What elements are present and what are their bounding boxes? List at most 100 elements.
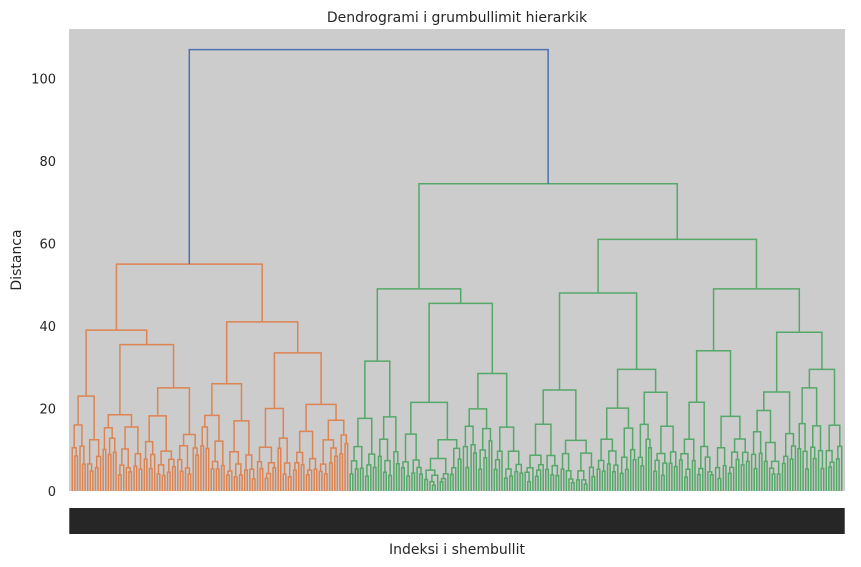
dendrogram-link xyxy=(542,389,577,441)
dendrogram-link xyxy=(251,478,256,491)
dendrogram-link xyxy=(322,439,335,465)
dendrogram-link xyxy=(477,372,508,428)
dendrogram-link xyxy=(741,451,749,465)
dendrogram-link xyxy=(591,475,596,491)
y-tick-label: 80 xyxy=(39,155,56,170)
dendrogram-link xyxy=(431,474,439,491)
dendrogram-link xyxy=(499,426,515,452)
dendrogram-link xyxy=(350,460,358,474)
dendrogram-link xyxy=(330,447,337,463)
dendrogram-link xyxy=(551,464,559,476)
dendrogram-link xyxy=(273,352,322,409)
dendrogram-link xyxy=(820,467,825,491)
dendrogram-link xyxy=(529,454,542,468)
dendrogram-link xyxy=(605,407,630,440)
dendrogram-link xyxy=(507,450,520,469)
dendrogram-link xyxy=(720,415,741,448)
dendrogram-link xyxy=(107,413,133,428)
dendrogram-link xyxy=(229,451,240,472)
dendrogram-link xyxy=(653,470,658,491)
dendrogram-link xyxy=(410,401,449,440)
dendrogram-link xyxy=(606,463,611,491)
dendrogram-link xyxy=(86,463,93,491)
dendrogram-link xyxy=(577,470,585,480)
dendrogram-link xyxy=(184,467,191,491)
dendrogram-link xyxy=(639,423,649,458)
dendrogram-link xyxy=(382,471,387,491)
dendrogram-link xyxy=(411,472,416,491)
dendrogram-link xyxy=(640,465,645,491)
dendrogram-link xyxy=(481,427,492,450)
dendrogram-link xyxy=(645,438,651,491)
dendrogram-link xyxy=(468,408,488,429)
dendrogram-link xyxy=(431,484,436,491)
dendrogram-link xyxy=(73,424,83,448)
y-axis-ticks: 0 20 40 60 80 100 xyxy=(31,73,56,501)
dendrogram-link xyxy=(267,462,276,474)
dendrogram-link xyxy=(334,455,339,491)
dendrogram-link xyxy=(629,448,636,491)
dendrogram-link xyxy=(632,459,637,491)
dendrogram-link xyxy=(372,466,377,491)
dendrogram-link xyxy=(283,462,291,477)
dendrogram-link xyxy=(829,461,835,491)
x-tick-labels xyxy=(69,508,845,534)
y-tick-label: 100 xyxy=(31,73,56,88)
dendrogram-link xyxy=(716,447,726,468)
dendrogram-link xyxy=(568,478,574,491)
dendrogram-link xyxy=(166,471,171,491)
dendrogram-link xyxy=(564,439,587,454)
dendrogram-link xyxy=(685,468,691,491)
dendrogram-link xyxy=(668,462,673,491)
dendrogram-link xyxy=(680,453,689,470)
dendrogram-link xyxy=(817,449,824,491)
dendrogram-link xyxy=(404,433,417,462)
dendrogram-link xyxy=(828,424,841,451)
dendrogram-link xyxy=(758,452,763,491)
dendrogram-link xyxy=(327,419,345,440)
y-tick-label: 0 xyxy=(48,485,56,500)
dendrogram-link xyxy=(776,473,781,491)
dendrogram-link xyxy=(388,474,393,491)
y-tick-label: 20 xyxy=(39,403,56,418)
dendrogram-link xyxy=(575,479,580,491)
dendrogram-link xyxy=(534,475,539,491)
dendrogram-link xyxy=(660,474,665,491)
dendrogram-link xyxy=(798,422,806,452)
x-axis-label: Indeksi i shembullit xyxy=(389,542,525,558)
dendrogram-link xyxy=(354,468,359,491)
dendrogram-link xyxy=(428,302,494,403)
dendrogram-link xyxy=(148,415,167,452)
dendrogram-link xyxy=(756,409,772,443)
dendrogram-link xyxy=(464,425,474,447)
dendrogram-link xyxy=(580,452,593,471)
dendrogram-link xyxy=(537,464,544,491)
dendrogram-link xyxy=(583,483,588,491)
dendrogram-link xyxy=(804,468,810,491)
dendrogram-link xyxy=(688,401,705,447)
dendrogram-link xyxy=(282,473,287,491)
dendrogram-link xyxy=(808,368,836,426)
dendrogram-link xyxy=(457,458,462,491)
dendrogram-link xyxy=(745,460,750,491)
dendrogram-link xyxy=(453,447,461,468)
dendrogram-link xyxy=(678,459,683,491)
dendrogram-link xyxy=(619,472,624,491)
dendrogram-link xyxy=(616,368,657,409)
dendrogram-link xyxy=(395,463,400,491)
dendrogram-link xyxy=(364,475,369,491)
plot-background xyxy=(69,29,845,491)
dendrogram-link xyxy=(259,467,264,491)
dendrogram-link xyxy=(344,442,349,491)
dendrogram-link xyxy=(647,447,653,491)
dendrogram-link xyxy=(527,480,532,491)
dendrogram-link xyxy=(188,48,549,265)
dendrogram-link xyxy=(643,391,668,427)
dendrogram-link xyxy=(534,423,552,456)
dendrogram-link xyxy=(112,451,117,491)
dendrogram-link xyxy=(277,447,282,491)
dendrogram-link xyxy=(483,456,488,491)
dendrogram-link xyxy=(709,474,714,491)
dendrogram-link xyxy=(264,477,269,491)
